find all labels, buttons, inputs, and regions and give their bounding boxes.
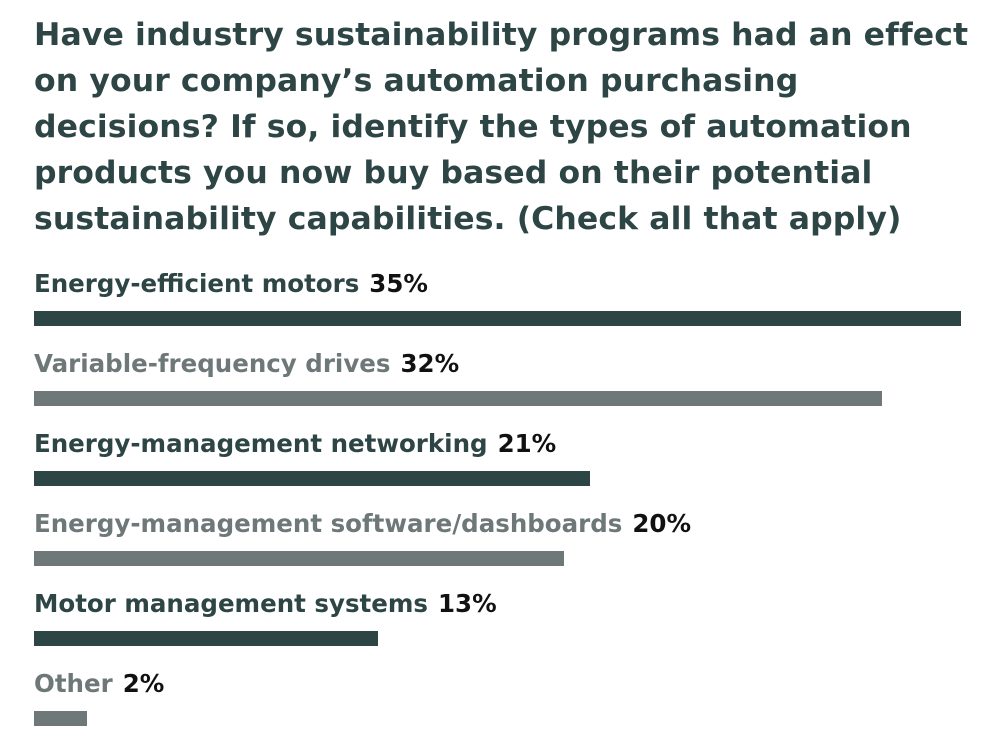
bar-row: Motor management systems 13% xyxy=(34,589,974,649)
value-label: 2% xyxy=(122,669,165,698)
bar-label-line: Energy-management networking 21% xyxy=(34,429,556,459)
category-label: Motor management systems xyxy=(34,589,428,618)
category-label: Energy-efficient motors xyxy=(34,269,360,298)
bar-label-line: Energy-management software/dashboards 20% xyxy=(34,509,691,539)
bar-label-line: Energy-efficient motors 35% xyxy=(34,269,428,299)
bar xyxy=(34,551,564,566)
bar-label-line: Other 2% xyxy=(34,669,164,699)
value-label: 20% xyxy=(632,509,692,538)
bar-row: Other 2% xyxy=(34,669,974,729)
value-label: 21% xyxy=(497,429,557,458)
bar-row: Energy-management software/dashboards 20% xyxy=(34,509,974,569)
bar xyxy=(34,311,961,326)
chart-title: Have industry sustainability programs ha… xyxy=(34,17,969,237)
value-label: 32% xyxy=(400,349,460,378)
category-label: Energy-management networking xyxy=(34,429,488,458)
bar xyxy=(34,631,378,646)
bar xyxy=(34,471,590,486)
bar-row: Variable-frequency drives 32% xyxy=(34,349,974,409)
bar xyxy=(34,711,87,726)
bar-label-line: Motor management systems 13% xyxy=(34,589,497,619)
value-label: 13% xyxy=(437,589,497,618)
bar xyxy=(34,391,882,406)
bar-label-line: Variable-frequency drives 32% xyxy=(34,349,459,379)
value-label: 35% xyxy=(369,269,428,298)
bar-row: Energy-management networking 21% xyxy=(34,429,974,489)
category-label: Variable-frequency drives xyxy=(34,349,391,378)
bar-row: Energy-efficient motors 35% xyxy=(34,269,974,329)
category-label: Energy-management software/dashboards xyxy=(34,509,623,538)
category-label: Other xyxy=(34,669,113,698)
